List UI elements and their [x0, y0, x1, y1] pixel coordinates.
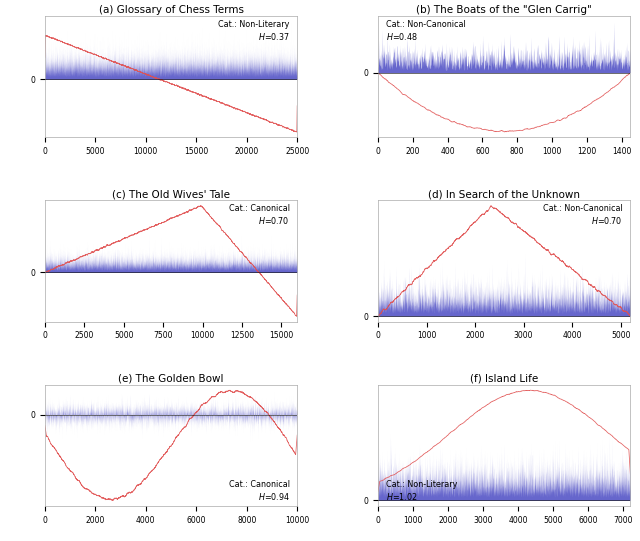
Title: (d) In Search of the Unknown: (d) In Search of the Unknown [428, 190, 580, 200]
Title: (c) The Old Wives' Tale: (c) The Old Wives' Tale [112, 190, 230, 200]
Title: (b) The Boats of the "Glen Carrig": (b) The Boats of the "Glen Carrig" [416, 5, 592, 16]
Text: Cat.: Non-Literary
$H$=0.37: Cat.: Non-Literary $H$=0.37 [218, 20, 290, 42]
Text: Cat.: Non-Canonical
$H$=0.70: Cat.: Non-Canonical $H$=0.70 [543, 204, 623, 226]
Title: (a) Glossary of Chess Terms: (a) Glossary of Chess Terms [99, 5, 243, 16]
Text: Cat.: Canonical
$H$=0.94: Cat.: Canonical $H$=0.94 [228, 480, 290, 502]
Text: Cat.: Non-Canonical
$H$=0.48: Cat.: Non-Canonical $H$=0.48 [385, 20, 465, 42]
Title: (f) Island Life: (f) Island Life [470, 374, 538, 384]
Text: Cat.: Non-Literary
$H$=1.02: Cat.: Non-Literary $H$=1.02 [385, 480, 457, 502]
Text: Cat.: Canonical
$H$=0.70: Cat.: Canonical $H$=0.70 [228, 204, 290, 226]
Title: (e) The Golden Bowl: (e) The Golden Bowl [118, 374, 224, 384]
